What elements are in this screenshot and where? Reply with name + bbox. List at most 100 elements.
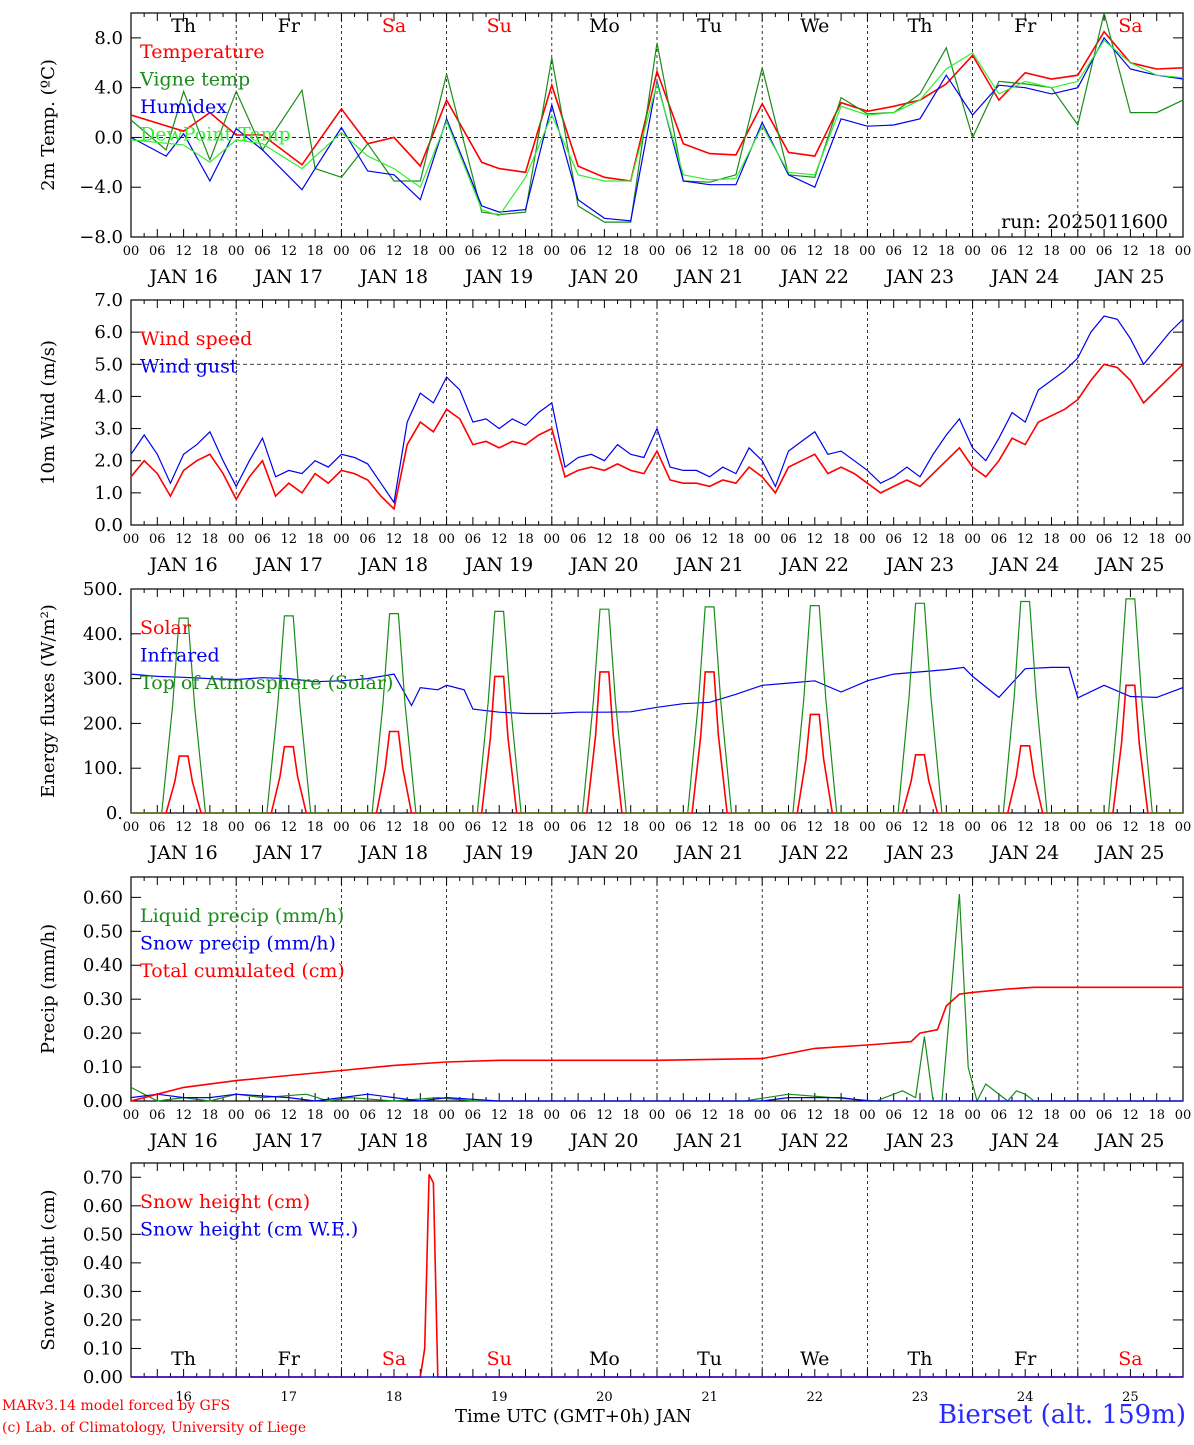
x-hour-label: 12 (912, 244, 929, 259)
x-hour-label: 00 (544, 244, 561, 259)
y-tick-label: 0.20 (83, 1023, 123, 1044)
y-tick-label: 500. (83, 579, 123, 600)
y-tick-label: 0.10 (83, 1338, 123, 1359)
x-hour-label: 06 (675, 1108, 692, 1123)
series-line-dewpoint-temp (130, 39, 1184, 217)
x-hour-label: 00 (333, 244, 350, 259)
x-hour-label: 00 (544, 1108, 561, 1123)
x-hour-label: 00 (754, 244, 771, 259)
x-hour-label: 18 (938, 532, 955, 547)
x-hour-label: 06 (885, 1108, 902, 1123)
x-hour-label: 00 (1175, 1108, 1192, 1123)
x-hour-label: 12 (386, 1108, 403, 1123)
x-day-number: 16 (175, 1390, 192, 1405)
y-tick-label: 7.0 (94, 290, 123, 311)
x-hour-label: 18 (1148, 532, 1165, 547)
x-hour-label: 18 (412, 244, 429, 259)
x-hour-label: 12 (386, 820, 403, 835)
x-hour-label: 00 (754, 1108, 771, 1123)
x-date-label: JAN 18 (358, 266, 428, 288)
y-axis-label: 10m Wind (m/s) (38, 340, 59, 485)
legend-entry: Total cumulated (cm) (140, 960, 345, 982)
x-date-label: JAN 22 (779, 842, 849, 864)
x-hour-label: 00 (964, 1108, 981, 1123)
y-axis-label: 2m Temp. (ºC) (38, 59, 59, 191)
x-hour-label: 00 (964, 244, 981, 259)
weekday-label: Sa (382, 1348, 406, 1370)
x-hour-label: 12 (281, 820, 298, 835)
x-day-number: 23 (912, 1390, 929, 1405)
x-hour-label: 18 (728, 820, 745, 835)
x-date-label: JAN 21 (674, 554, 744, 576)
x-date-label: JAN 21 (674, 1130, 744, 1152)
y-axis-label: Precip (mm/h) (38, 924, 59, 1054)
x-hour-label: 00 (333, 532, 350, 547)
x-hour-label: 18 (307, 1108, 324, 1123)
x-hour-label: 12 (701, 532, 718, 547)
x-hour-label: 00 (544, 820, 561, 835)
x-hour-label: 00 (649, 820, 666, 835)
y-axis-label: Energy fluxes (W/m²) (38, 604, 59, 798)
x-hour-label: 06 (991, 1108, 1008, 1123)
x-hour-label: 18 (833, 532, 850, 547)
x-hour-label: 06 (254, 532, 271, 547)
x-hour-label: 12 (912, 1108, 929, 1123)
x-hour-label: 00 (1070, 244, 1087, 259)
x-hour-label: 12 (701, 820, 718, 835)
x-date-label: JAN 16 (148, 1130, 218, 1152)
y-tick-label: 0.00 (83, 1367, 123, 1388)
y-tick-label: 200. (83, 713, 123, 734)
x-hour-label: 00 (859, 532, 876, 547)
panel-4 (130, 876, 1184, 1103)
x-hour-label: 18 (622, 244, 639, 259)
x-hour-label: 18 (1043, 1108, 1060, 1123)
x-hour-label: 06 (991, 820, 1008, 835)
x-hour-label: 12 (175, 820, 192, 835)
x-date-label: JAN 19 (463, 1130, 533, 1152)
x-hour-label: 18 (202, 1108, 219, 1123)
x-hour-label: 12 (912, 532, 929, 547)
y-tick-label: 300. (83, 669, 123, 690)
y-tick-label: 8.0 (94, 28, 123, 49)
x-hour-label: 00 (333, 820, 350, 835)
panel-1 (130, 12, 1184, 238)
x-hour-label: 06 (359, 1108, 376, 1123)
x-hour-label: 00 (228, 1108, 245, 1123)
y-tick-label: −4.0 (79, 177, 123, 198)
x-day-number: 25 (1122, 1390, 1139, 1405)
legend-entry: Vigne temp (139, 69, 250, 91)
plot-frame (130, 299, 1184, 526)
series-line-wind-speed (130, 363, 1184, 511)
x-hour-label: 06 (359, 820, 376, 835)
y-tick-label: 0.0 (94, 127, 123, 148)
weekday-label: Tu (697, 15, 722, 37)
x-date-label: JAN 16 (148, 842, 218, 864)
x-hour-label: 18 (938, 1108, 955, 1123)
x-hour-label: 18 (202, 532, 219, 547)
x-hour-label: 00 (1070, 1108, 1087, 1123)
x-hour-label: 06 (465, 1108, 482, 1123)
weekday-label: Tu (697, 1348, 722, 1370)
x-hour-label: 06 (570, 244, 587, 259)
x-hour-label: 00 (859, 1108, 876, 1123)
x-hour-label: 06 (885, 244, 902, 259)
x-hour-label: 18 (622, 532, 639, 547)
x-hour-label: 12 (1017, 820, 1034, 835)
x-hour-label: 12 (281, 1108, 298, 1123)
x-date-label: JAN 20 (568, 842, 638, 864)
series-line-snow-precip-mm-h- (130, 1093, 1183, 1102)
plot-frame (130, 588, 1184, 814)
x-date-label: JAN 20 (568, 266, 638, 288)
x-hour-label: 00 (1175, 532, 1192, 547)
y-tick-label: 0.60 (83, 887, 123, 908)
x-hour-label: 12 (912, 820, 929, 835)
weekday-label: Sa (1118, 15, 1142, 37)
panel-5 (130, 1162, 1184, 1378)
x-hour-label: 06 (149, 532, 166, 547)
x-day-number: 17 (281, 1390, 298, 1405)
x-hour-label: 00 (1070, 820, 1087, 835)
x-hour-label: 12 (386, 532, 403, 547)
weekday-label: Fr (278, 15, 301, 37)
weekday-label: Mo (589, 15, 620, 37)
x-hour-label: 06 (780, 820, 797, 835)
